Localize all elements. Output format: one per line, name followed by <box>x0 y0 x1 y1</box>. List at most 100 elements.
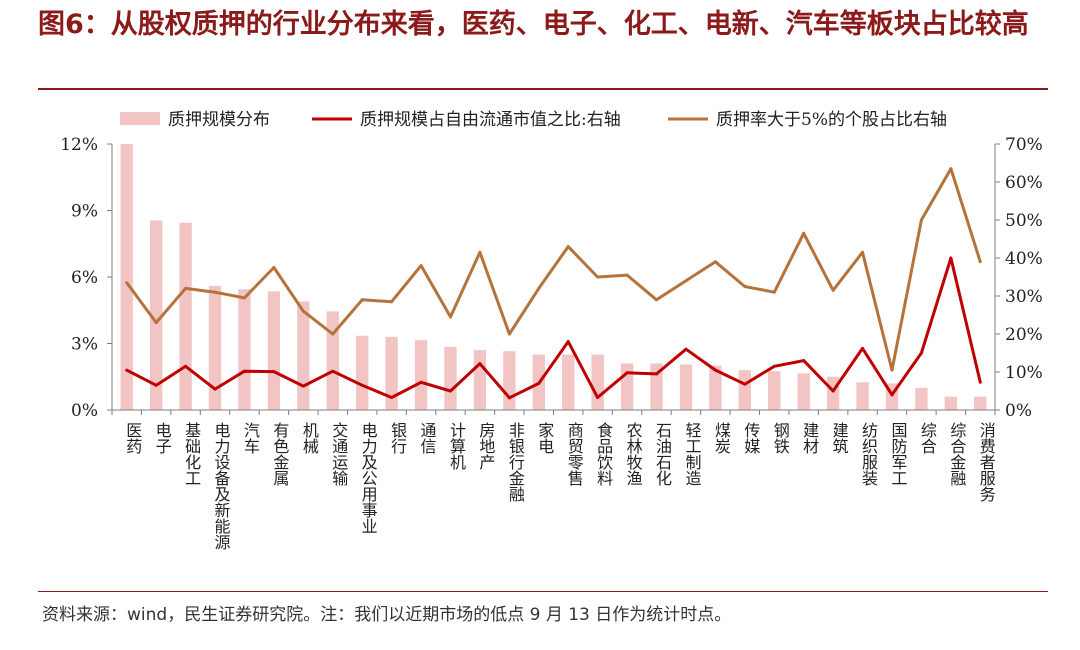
bar <box>826 376 840 410</box>
y-right-tick-label: 50% <box>1005 211 1043 231</box>
share-point <box>537 286 541 290</box>
bar <box>620 363 634 410</box>
ratio-point <box>125 368 129 372</box>
bar <box>797 373 810 410</box>
bar <box>120 144 133 410</box>
bar <box>768 371 781 410</box>
share-point <box>949 167 953 171</box>
ratio-point <box>537 381 541 385</box>
chart: 质押规模分布 质押规模占自由流通市值之比:右轴 质押率大于5%的个股占比右轴 0% 3… <box>60 110 1043 551</box>
share-point <box>743 285 747 288</box>
source-note: 资料来源：wind，民生证券研究院。注：我们以近期市场的低点 9 月 13 日作… <box>42 605 732 625</box>
share-point <box>184 286 188 290</box>
bar <box>149 220 163 410</box>
bar <box>326 311 339 410</box>
y-left-tick-label: 0% <box>71 401 98 421</box>
ratio-point <box>949 256 953 260</box>
ratio-point <box>390 395 394 399</box>
share-point <box>419 264 423 268</box>
ratio-point <box>507 396 511 400</box>
ratio-point <box>831 389 835 393</box>
legend-label: 质押规模占自由流通市值之比:右轴 <box>360 110 621 130</box>
bar <box>473 350 487 410</box>
bar <box>503 351 516 410</box>
x-tick-label: 钢铁 <box>771 422 790 454</box>
ratio-point <box>772 364 776 368</box>
share-point <box>831 288 835 292</box>
share-point <box>890 368 894 372</box>
x-tick-label: 煤炭 <box>712 422 731 454</box>
share-point <box>684 279 688 283</box>
ratio-point <box>360 383 364 387</box>
ratio-point <box>625 371 629 375</box>
y-right-tick-label: 70% <box>1005 135 1043 155</box>
share-point <box>861 250 865 254</box>
share-point <box>331 332 335 336</box>
ratio-point <box>978 380 982 384</box>
x-tick-label: 有色金属 <box>270 422 289 486</box>
y-right-tick-label: 10% <box>1005 363 1043 383</box>
bar <box>179 222 192 410</box>
share-point <box>802 231 806 235</box>
bar <box>414 340 428 410</box>
axes: 0% 3% 6% 9% 12% 0% 10% 20% 30% 40% 50% 60% 70% <box>60 135 1043 421</box>
legend-label: 质押规模分布 <box>168 110 270 130</box>
share-point <box>390 300 394 304</box>
share-point <box>272 266 276 269</box>
bar <box>238 289 251 410</box>
x-tick-label: 综合金融 <box>947 422 966 487</box>
share-point <box>154 321 158 325</box>
bar <box>856 382 869 410</box>
share-point <box>625 273 629 277</box>
y-left-tick-label: 9% <box>71 202 98 222</box>
ratio-point <box>154 383 158 387</box>
ratio-point <box>478 362 482 366</box>
x-tick-label: 电力设备及新能源 <box>212 422 231 551</box>
x-tick-label: 非银行金融 <box>506 422 525 503</box>
ratio-point <box>566 340 570 344</box>
ratio-point <box>301 384 305 388</box>
bar <box>297 301 310 410</box>
title-divider <box>38 88 1048 90</box>
line-series-ratio <box>126 256 982 400</box>
ratio-point <box>713 368 717 372</box>
share-point <box>713 260 717 264</box>
bar <box>385 336 398 410</box>
share-point <box>655 298 659 302</box>
y-right-tick-label: 20% <box>1005 325 1043 345</box>
x-tick-label: 国防军工 <box>888 422 907 486</box>
ratio-point <box>861 346 865 350</box>
bar <box>709 365 722 410</box>
legend-label: 质押率大于5%的个股占比右轴 <box>716 110 947 130</box>
ratio-point <box>448 389 452 393</box>
x-tick-label: 农林牧渔 <box>624 422 643 486</box>
x-tick-label: 电力及公用事业 <box>359 422 378 534</box>
x-tick-label: 电子 <box>153 422 172 454</box>
x-tick-label: 银行 <box>388 422 407 455</box>
y-left-tick-label: 3% <box>71 335 98 355</box>
ratio-point <box>213 387 217 391</box>
x-tick-label: 交通运输 <box>329 422 348 486</box>
share-point <box>242 296 246 300</box>
x-tick-label: 石油石化 <box>653 422 672 486</box>
x-tick-label: 商贸零售 <box>565 422 584 486</box>
bar <box>915 387 928 410</box>
share-point <box>507 332 511 336</box>
ratio-point <box>684 347 688 351</box>
y-right-tick-label: 40% <box>1005 249 1043 269</box>
x-tick-label: 轻工制造 <box>682 422 701 486</box>
ratio-point <box>802 359 806 363</box>
x-tick-label: 医药 <box>123 422 142 455</box>
share-point <box>978 260 982 264</box>
bar <box>356 335 369 410</box>
ratio-point <box>596 395 600 399</box>
bar <box>591 354 604 410</box>
figure-title: 图6：从股权质押的行业分布来看，医药、电子、化工、电新、汽车等板块占比较高 <box>38 9 1029 40</box>
x-tick-labels: 医药 电子 基础化工 电力设备及新能源 汽车 有色金属 机械 交通运输 电力及公用事业 银行 通信计… <box>123 422 996 551</box>
ratio-point <box>419 380 423 384</box>
source-divider <box>38 591 1048 592</box>
bar <box>444 346 457 410</box>
share-point <box>301 309 305 313</box>
x-tick-label: 房地产 <box>476 422 495 470</box>
ratio-point <box>242 369 246 373</box>
